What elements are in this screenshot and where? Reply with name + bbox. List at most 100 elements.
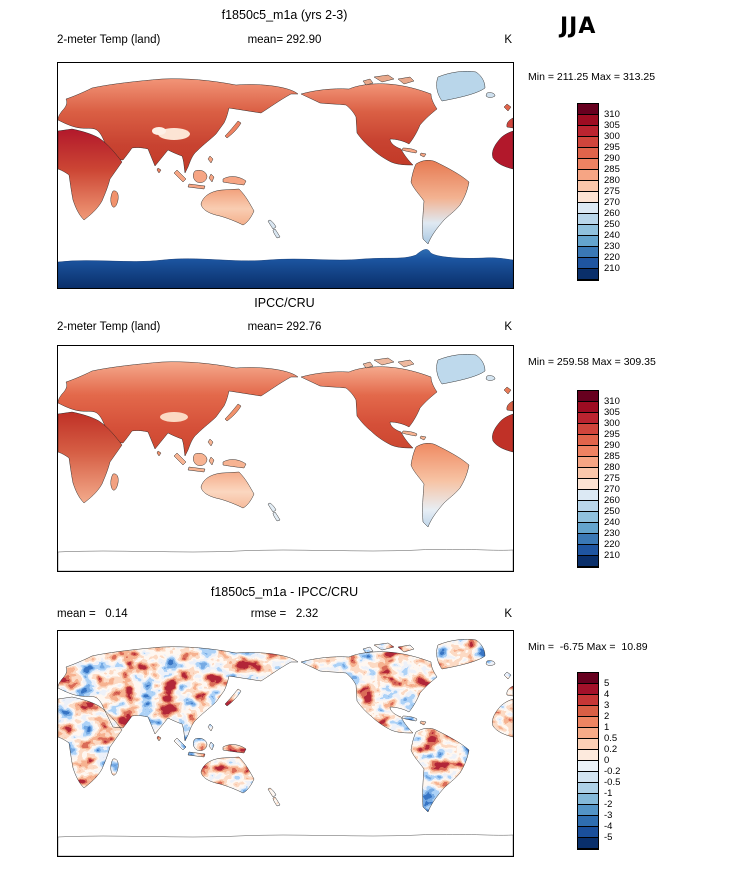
colorbar-tick-label: 210 [604,263,620,274]
colorbar-tick-label: 285 [604,451,620,462]
colorbar-tick-label: 230 [604,241,620,252]
colorbar-segment [578,490,598,501]
variable-label: 2-meter Temp (land) [57,321,161,333]
coastline-africaE [58,696,123,789]
landmass-australia [200,188,255,226]
minmax-label: Min = 211.25 Max = 313.25 [528,71,656,83]
coastline-indonesia [173,723,247,758]
colorbar-tick-label: 220 [604,539,620,550]
colorbar-segment [578,181,598,192]
landmass-eurasia [58,646,298,741]
colorbar-tick-label: 5 [604,678,610,689]
landmass-africaW [492,130,513,170]
landmass-iceland [485,375,496,381]
rmse-label: rmse = 2.32 [250,608,319,620]
colorbar-tick-label: 285 [604,164,620,175]
landmass-arctic [362,74,415,86]
landmass-iberia [506,686,513,696]
coastline-eurasia [58,646,299,742]
colorbar-tick-label: 3 [604,700,610,711]
panel-title: IPCC/CRU [254,296,315,310]
landmass-iberia [506,117,513,129]
mean-label: mean= 292.76 [247,321,322,333]
colorbar-tick-label: 260 [604,495,620,506]
landmass-indonesia [174,724,246,757]
colorbar-segment [578,534,598,545]
landmass-australia [201,757,254,793]
colorbar-segment [578,457,598,468]
colorbar-tick-label: 220 [604,252,620,263]
colorbar-tick-label: 280 [604,462,620,473]
colorbar-tick-label: 0.5 [604,733,618,744]
colorbar-segment [578,391,598,402]
colorbar-segment [578,115,598,126]
colorbar-segment [578,479,598,490]
landmass-indonesia [173,438,247,473]
coastline-iceland [485,660,496,666]
landmass-antarctica [58,834,513,856]
colorbar-segment [578,214,598,225]
colorbar-segment [578,170,598,181]
landmass-arctic [362,357,415,369]
landmass-africaE [58,128,123,221]
variable-label: 2-meter Temp (land) [57,34,161,46]
colorbar-segment [578,794,598,805]
landmass-arctic [363,643,414,653]
world-map-model [57,62,514,289]
units-label: K [504,34,512,46]
colorbar-segment [578,269,598,280]
landmass-iceland [486,660,495,666]
colorbar-tick-label: 1 [604,722,610,733]
colorbar-segment [578,104,598,115]
landmass-namerica [300,83,438,166]
landmass-iberia [506,400,513,412]
landmass-cuba [401,147,427,158]
landmass-iceland [485,92,496,98]
landmass-nz [267,502,281,522]
colorbar-segment [578,148,598,159]
landmass-africaE [58,411,123,504]
colorbar-tick-label: -0.2 [604,766,621,777]
coastline-africaW [492,698,513,738]
landmass-madagascar [110,190,119,208]
panel-title: f1850c5_m1a (yrs 2-3) [221,8,348,22]
colorbar-segment [578,225,598,236]
colorbar-tick-label: -0.5 [604,777,621,788]
colorbar-segment [578,501,598,512]
colorbar-segment [578,706,598,717]
coastline-japan [224,688,242,707]
landmass-greenland [436,354,486,385]
world-map-obs [57,345,514,572]
colorbar-tick-label: -1 [604,788,613,799]
landmass-cuba [401,430,427,441]
landmass-antarctica [58,549,513,571]
colorbar-segment [578,247,598,258]
colorbar-segment [578,783,598,794]
colorbar-tick-label: 240 [604,230,620,241]
colorbar-segment [578,545,598,556]
colorbar-tick-label: 305 [604,407,620,418]
colorbar-segment [578,137,598,148]
colorbar-segment [578,728,598,739]
coastline-uk [503,671,512,680]
colorbar-tick-label: 290 [604,153,620,164]
colorbar-segment [578,159,598,170]
colorbar-segment [578,203,598,214]
colorbar-tick-label: 300 [604,131,620,142]
colorbar-segment [578,413,598,424]
colorbar-segment [578,717,598,728]
landmass-uk [503,103,512,112]
landmass-antarctica [58,249,513,288]
minmax-label: Min = 259.58 Max = 309.35 [528,356,656,368]
landmass-africaW [492,413,513,453]
colorbar-tick-label: 0.2 [604,744,618,755]
minmax-label: Min = -6.75 Max = 10.89 [528,641,648,653]
colorbar-tick-label: 230 [604,528,620,539]
colorbar-tick-label: 280 [604,175,620,186]
colorbar-segment [578,192,598,203]
mean-label: mean = 0.14 [57,608,128,620]
landmass-australia [200,471,255,509]
colorbar-segment [578,435,598,446]
landmass-samerica [410,443,470,528]
